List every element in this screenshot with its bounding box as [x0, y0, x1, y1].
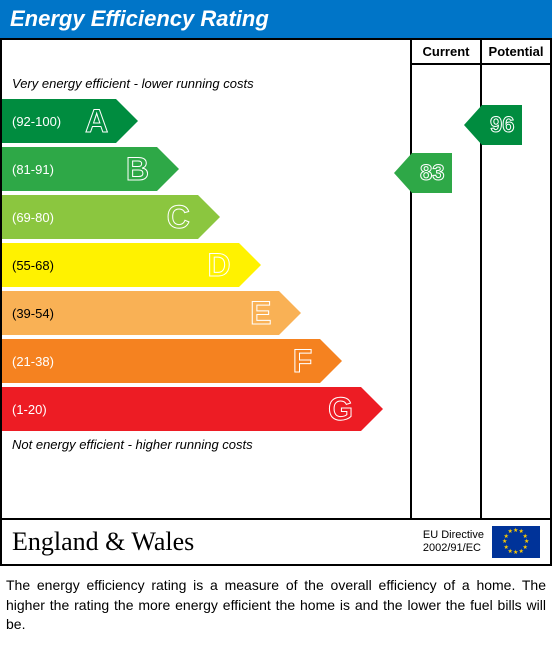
title-bar: Energy Efficiency Rating — [0, 0, 552, 38]
bottom-efficiency-label: Not energy efficient - higher running co… — [2, 433, 410, 458]
band-letter-c: C — [167, 199, 198, 236]
current-header: Current — [411, 39, 481, 64]
potential-column: 96 — [481, 64, 551, 519]
bands-container: (92-100) A (81-91) B (69-80) C (55-68) D (39-54)… — [2, 97, 410, 433]
band-row-f: (21-38) F — [2, 337, 410, 385]
eu-star-icon: ★ — [508, 528, 513, 535]
band-row-b: (81-91) B — [2, 145, 410, 193]
band-range-c: (69-80) — [2, 210, 54, 225]
band-range-g: (1-20) — [2, 402, 47, 417]
current-rating-pointer: 83 — [394, 153, 452, 193]
band-letter-e: E — [250, 295, 279, 332]
band-arrow-a — [116, 99, 138, 143]
potential-rating-pointer: 96 — [464, 105, 522, 145]
eu-flag-icon: ★★★★★★★★★★★★ — [492, 526, 540, 558]
band-letter-g: G — [328, 391, 361, 428]
region-label: England & Wales — [12, 527, 194, 557]
band-row-e: (39-54) E — [2, 289, 410, 337]
chart-title: Energy Efficiency Rating — [10, 6, 269, 31]
band-row-d: (55-68) D — [2, 241, 410, 289]
directive-line2: 2002/91/EC — [423, 542, 484, 555]
band-arrow-d — [239, 243, 261, 287]
band-arrow-g — [361, 387, 383, 431]
band-bar-a: (92-100) A — [2, 99, 116, 143]
band-range-f: (21-38) — [2, 354, 54, 369]
description-text: The energy efficiency rating is a measur… — [0, 566, 552, 645]
band-arrow-e — [279, 291, 301, 335]
directive-line1: EU Directive — [423, 529, 484, 542]
band-bar-c: (69-80) C — [2, 195, 198, 239]
band-range-e: (39-54) — [2, 306, 54, 321]
band-bar-f: (21-38) F — [2, 339, 320, 383]
header-row: Current Potential — [1, 39, 551, 64]
potential-header: Potential — [481, 39, 551, 64]
band-letter-d: D — [208, 247, 239, 284]
band-range-b: (81-91) — [2, 162, 54, 177]
current-rating-pointer-arrow-icon — [394, 153, 412, 193]
top-efficiency-label: Very energy efficient - lower running co… — [2, 72, 410, 97]
band-row-c: (69-80) C — [2, 193, 410, 241]
band-row-a: (92-100) A — [2, 97, 410, 145]
band-arrow-c — [198, 195, 220, 239]
band-range-a: (92-100) — [2, 114, 61, 129]
directive-text: EU Directive 2002/91/EC — [423, 529, 484, 555]
band-range-d: (55-68) — [2, 258, 54, 273]
band-arrow-f — [320, 339, 342, 383]
eu-star-icon: ★ — [513, 549, 518, 556]
band-bar-g: (1-20) G — [2, 387, 361, 431]
directive-box: EU Directive 2002/91/EC ★★★★★★★★★★★★ — [423, 526, 540, 558]
potential-rating-pointer-arrow-icon — [464, 105, 482, 145]
band-arrow-b — [157, 147, 179, 191]
chart-table: Current Potential Very energy efficient … — [0, 38, 552, 566]
band-bar-e: (39-54) E — [2, 291, 279, 335]
band-bar-b: (81-91) B — [2, 147, 157, 191]
chart-body-row: Very energy efficient - lower running co… — [1, 64, 551, 519]
band-letter-f: F — [293, 343, 321, 380]
bands-column: Very energy efficient - lower running co… — [1, 64, 411, 519]
band-bar-d: (55-68) D — [2, 243, 239, 287]
footer-content: England & Wales EU Directive 2002/91/EC … — [2, 520, 550, 564]
band-letter-a: A — [85, 103, 116, 140]
current-rating-pointer-value: 83 — [412, 153, 452, 193]
band-row-g: (1-20) G — [2, 385, 410, 433]
epc-chart: Energy Efficiency Rating Current Potenti… — [0, 0, 552, 645]
potential-rating-pointer-value: 96 — [482, 105, 522, 145]
footer-row: England & Wales EU Directive 2002/91/EC … — [1, 519, 551, 565]
eu-star-icon: ★ — [519, 548, 524, 555]
band-letter-b: B — [126, 151, 157, 188]
